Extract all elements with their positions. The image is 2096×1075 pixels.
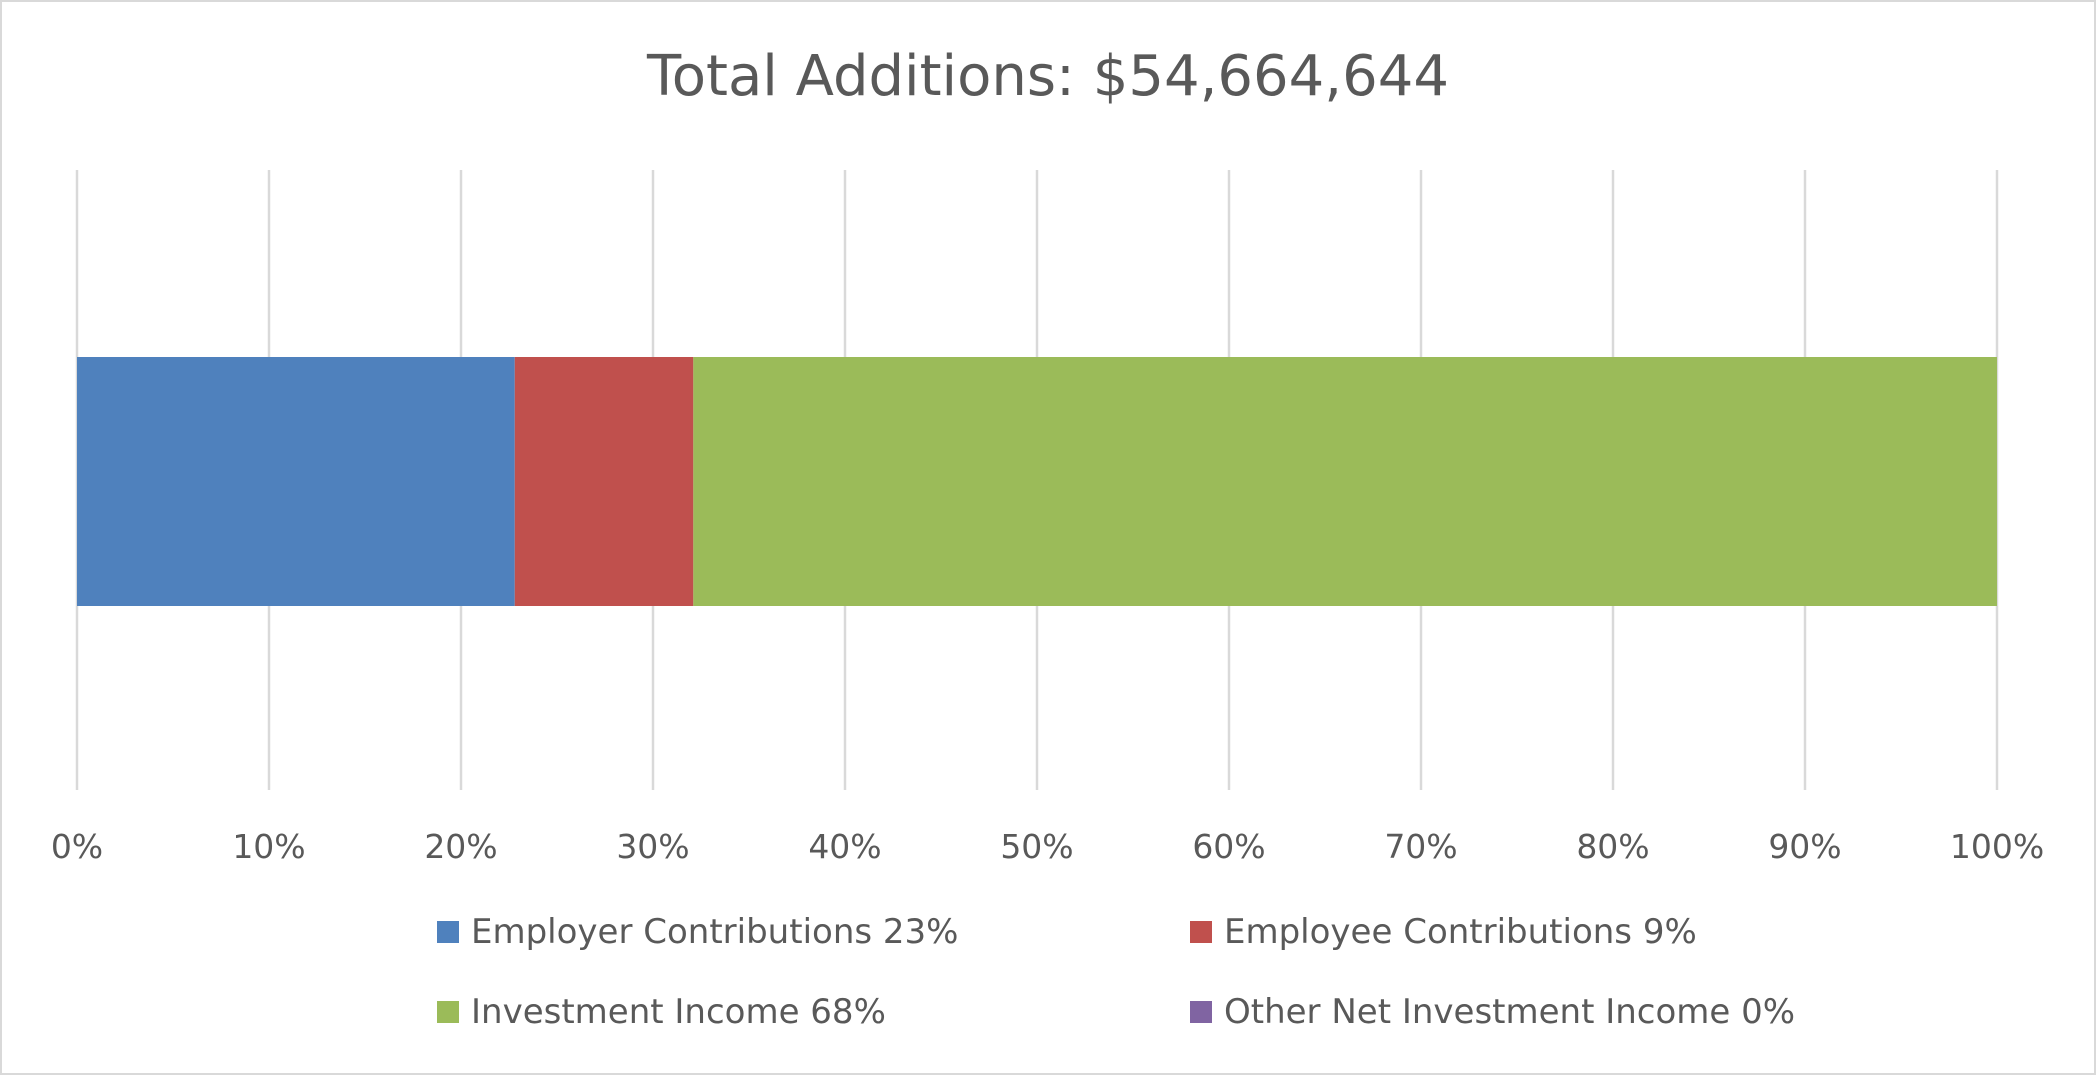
bar-segment-1 [514, 357, 694, 606]
x-tick-label-6: 60% [1192, 827, 1265, 866]
x-tick-label-2: 20% [424, 827, 497, 866]
x-tick-label-10: 100% [1950, 827, 2044, 866]
bar-segment-0 [77, 357, 515, 606]
x-tick-label-4: 40% [808, 827, 881, 866]
x-tick-label-5: 50% [1000, 827, 1073, 866]
x-tick-label-9: 90% [1768, 827, 1841, 866]
x-tick-label-8: 80% [1576, 827, 1649, 866]
x-tick-label-0: 0% [51, 827, 103, 866]
x-tick-label-7: 70% [1384, 827, 1457, 866]
x-tick-label-3: 30% [616, 827, 689, 866]
x-tick-label-1: 10% [232, 827, 305, 866]
bar-segment-2 [693, 357, 1997, 606]
chart-title: Total Additions: $54,664,644 [647, 44, 1449, 109]
